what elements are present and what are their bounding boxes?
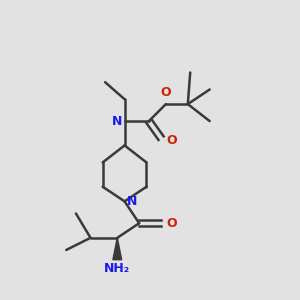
Text: O: O [160,86,171,99]
Text: NH₂: NH₂ [104,262,130,275]
Text: O: O [166,134,176,147]
Text: N: N [127,195,137,208]
Polygon shape [113,238,122,260]
Text: O: O [166,217,176,230]
Text: N: N [112,115,122,128]
